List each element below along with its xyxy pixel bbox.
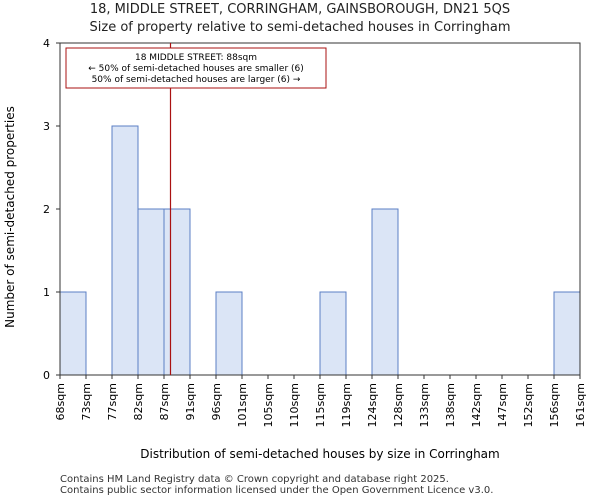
- x-axis-label: Distribution of semi-detached houses by …: [140, 447, 499, 461]
- x-tick-label: 138sqm: [444, 383, 457, 427]
- annotation-line-1: 18 MIDDLE STREET: 88sqm: [135, 53, 257, 63]
- x-tick-label: 128sqm: [392, 383, 405, 427]
- bar: [163, 208, 191, 376]
- chart-subtitle: Size of property relative to semi-detach…: [89, 20, 511, 35]
- footer-line-2: Contains public sector information licen…: [60, 485, 494, 496]
- y-tick-label: 4: [43, 37, 50, 50]
- x-tick-label: 91sqm: [184, 383, 197, 420]
- x-tick-label: 105sqm: [262, 383, 275, 427]
- bar: [553, 291, 581, 376]
- annotation-border: [65, 47, 327, 89]
- x-tick-label: 110sqm: [288, 383, 301, 427]
- x-tick-label: 119sqm: [340, 383, 353, 427]
- y-axis: 0 1 2 3 4: [43, 37, 60, 382]
- x-tick-label: 96sqm: [210, 383, 223, 420]
- y-tick-label: 3: [43, 120, 50, 133]
- annotation-line-2: ← 50% of semi-detached houses are smalle…: [88, 64, 304, 74]
- footer-line-1: Contains HM Land Registry data © Crown c…: [60, 474, 449, 485]
- y-tick-label: 2: [43, 203, 50, 216]
- chart-title: 18, MIDDLE STREET, CORRINGHAM, GAINSBORO…: [89, 2, 511, 17]
- bars-group: [59, 125, 581, 376]
- x-tick-label: 147sqm: [496, 383, 509, 427]
- x-tick-label: 115sqm: [314, 383, 327, 427]
- x-tick-label: 68sqm: [54, 383, 67, 420]
- x-tick-label: 101sqm: [236, 383, 249, 427]
- x-tick-label: 82sqm: [132, 383, 145, 420]
- bar: [319, 291, 347, 376]
- y-tick-label: 0: [43, 369, 50, 382]
- x-tick-label: 124sqm: [366, 383, 379, 427]
- x-tick-label: 73sqm: [80, 383, 93, 420]
- annotation-box: 18 MIDDLE STREET: 88sqm ← 50% of semi-de…: [65, 47, 327, 89]
- bar: [371, 208, 399, 376]
- x-tick-label: 161sqm: [574, 383, 587, 427]
- x-tick-label: 152sqm: [522, 383, 535, 427]
- y-axis-label: Number of semi-detached properties: [3, 106, 17, 328]
- annotation-line-3: 50% of semi-detached houses are larger (…: [92, 75, 301, 85]
- bar: [215, 291, 243, 376]
- x-tick-label: 156sqm: [548, 383, 561, 427]
- bar: [137, 208, 165, 376]
- x-tick-label: 87sqm: [158, 383, 171, 420]
- bar: [59, 291, 87, 376]
- bar: [111, 125, 139, 376]
- x-axis: 68sqm 73sqm 77sqm 82sqm 87sqm 91sqm 96sqm 101sq…: [54, 375, 587, 427]
- y-tick-label: 1: [43, 286, 50, 299]
- x-tick-label: 142sqm: [470, 383, 483, 427]
- x-tick-label: 77sqm: [106, 383, 119, 420]
- x-tick-label: 133sqm: [418, 383, 431, 427]
